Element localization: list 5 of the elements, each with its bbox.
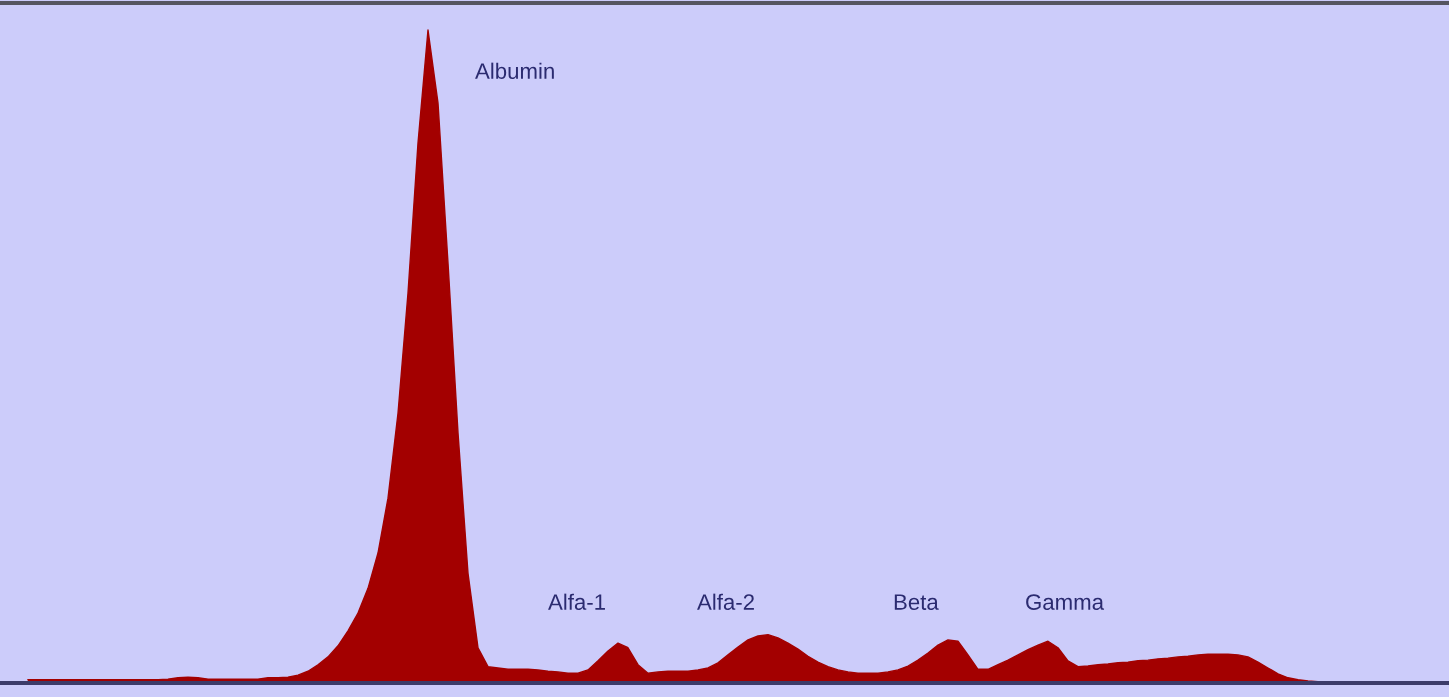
annotation: Gamma — [1026, 594, 1105, 610]
annotation: Beta — [894, 594, 939, 610]
annotation: Albumin — [475, 62, 554, 79]
annotation: Alfa-2 — [697, 593, 754, 610]
annotation: Alfa-1 — [548, 593, 605, 610]
